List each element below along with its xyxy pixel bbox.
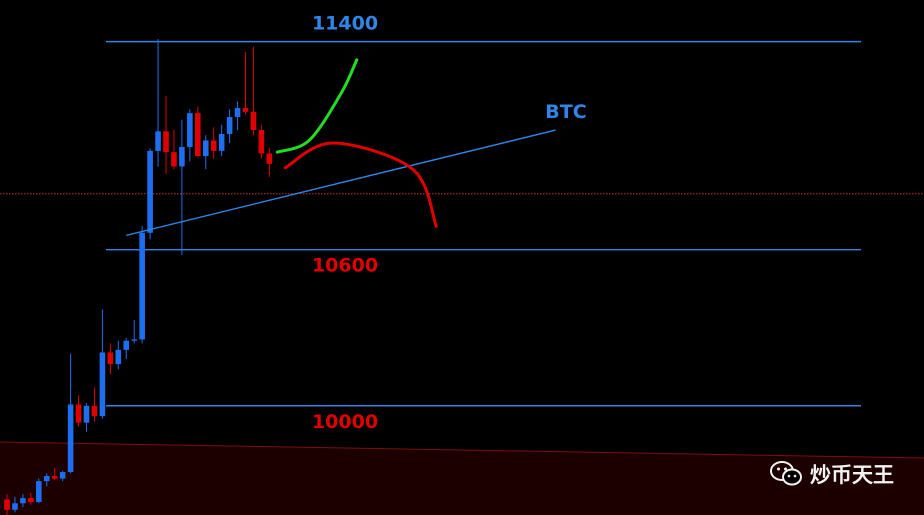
candle-body (36, 481, 42, 502)
candle (179, 119, 185, 255)
candles-layer (4, 39, 273, 515)
candle-body (12, 503, 18, 510)
candle-body (67, 404, 74, 473)
candle (155, 39, 161, 167)
candle (12, 496, 18, 513)
candle-body (91, 405, 98, 417)
candle (59, 470, 66, 482)
candle (43, 473, 50, 487)
level-label-11400: 11400 (312, 13, 378, 35)
candle (107, 343, 114, 375)
candle (51, 468, 58, 480)
candle (131, 319, 137, 344)
candle-body (234, 107, 241, 118)
chart-background-layer (0, 441, 924, 515)
price-level-lines (0, 40, 924, 407)
candle (139, 226, 145, 344)
candle (123, 338, 130, 359)
annotation-layer (126, 58, 556, 237)
candle-body (115, 349, 122, 365)
candle-body (43, 475, 50, 482)
candle (187, 109, 193, 162)
candle-body (258, 130, 265, 154)
candle (67, 353, 74, 474)
watermark: 炒币天王 (770, 459, 894, 489)
candle-body (51, 475, 58, 479)
candle-body (139, 232, 145, 340)
candle (266, 148, 273, 177)
wechat-icon (770, 461, 802, 486)
candle (250, 46, 257, 136)
candle (83, 403, 90, 432)
candle-body (242, 107, 249, 112)
candle (147, 148, 153, 240)
watermark-text: 炒币天王 (810, 463, 894, 487)
candle-body (163, 131, 169, 153)
candle-body (179, 146, 185, 167)
candle-body (187, 113, 193, 147)
candle (99, 309, 106, 419)
candle (234, 101, 241, 131)
candle-body (210, 140, 217, 151)
lower-zone-edge (0, 441, 924, 459)
candle (218, 124, 225, 157)
candle-body (99, 352, 106, 417)
candle (115, 340, 122, 370)
candle-body (107, 352, 114, 365)
candle (91, 387, 98, 422)
candle-body (171, 152, 177, 167)
candle (163, 96, 169, 175)
candle (4, 494, 10, 515)
candle-body (83, 405, 90, 423)
candle-body (4, 499, 10, 510)
chart-title: BTC (545, 101, 586, 123)
candle (36, 478, 42, 504)
lower-zone-shade (0, 442, 924, 515)
candle (28, 492, 34, 505)
candle-body (59, 472, 66, 479)
candle (202, 135, 209, 170)
candle (20, 494, 26, 508)
candle-body (195, 113, 201, 157)
candle (242, 52, 249, 115)
candle (226, 109, 233, 144)
candle (171, 130, 177, 170)
ascending-trendline (126, 129, 556, 237)
candle-body (20, 498, 26, 504)
candle (195, 106, 201, 158)
candle-body (28, 498, 34, 502)
candle-body (250, 111, 257, 131)
bear-scenario-curve (283, 141, 438, 228)
candle-body (218, 133, 225, 151)
candle (75, 395, 82, 427)
candle-body (147, 150, 153, 233)
candle-body (131, 339, 137, 341)
candle-body (266, 153, 273, 164)
candle (210, 127, 217, 159)
level-label-10600: 10600 (312, 255, 378, 277)
candle-body (123, 340, 130, 350)
candle (258, 124, 265, 159)
candle-body (226, 117, 233, 134)
level-label-10000: 10000 (312, 411, 378, 433)
candle-body (202, 140, 209, 157)
candle-body (155, 131, 161, 151)
bull-scenario-curve (275, 58, 359, 154)
candle-body (75, 404, 82, 423)
